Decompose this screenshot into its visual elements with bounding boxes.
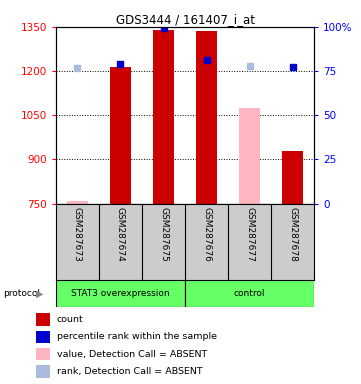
Text: rank, Detection Call = ABSENT: rank, Detection Call = ABSENT <box>57 367 203 376</box>
Text: GSM287677: GSM287677 <box>245 207 254 262</box>
Bar <box>110 67 131 204</box>
Text: count: count <box>57 315 83 324</box>
Text: control: control <box>234 289 265 298</box>
Text: GSM287675: GSM287675 <box>159 207 168 262</box>
Bar <box>239 108 260 204</box>
Text: percentile rank within the sample: percentile rank within the sample <box>57 333 217 341</box>
Text: ▶: ▶ <box>36 289 44 299</box>
Bar <box>185 280 314 307</box>
Bar <box>36 331 51 343</box>
Text: STAT3 overexpression: STAT3 overexpression <box>71 289 170 298</box>
Text: GSM287674: GSM287674 <box>116 207 125 262</box>
Text: GSM287676: GSM287676 <box>202 207 211 262</box>
Bar <box>36 348 51 361</box>
Text: protocol: protocol <box>4 289 40 298</box>
Bar <box>56 280 185 307</box>
Text: GSM287678: GSM287678 <box>288 207 297 262</box>
Bar <box>36 313 51 326</box>
Bar <box>153 30 174 204</box>
Bar <box>196 31 217 204</box>
Text: GSM287673: GSM287673 <box>73 207 82 262</box>
Title: GDS3444 / 161407_i_at: GDS3444 / 161407_i_at <box>116 13 255 26</box>
Text: value, Detection Call = ABSENT: value, Detection Call = ABSENT <box>57 350 207 359</box>
Bar <box>36 365 51 378</box>
Bar <box>282 151 303 204</box>
Bar <box>67 200 88 204</box>
